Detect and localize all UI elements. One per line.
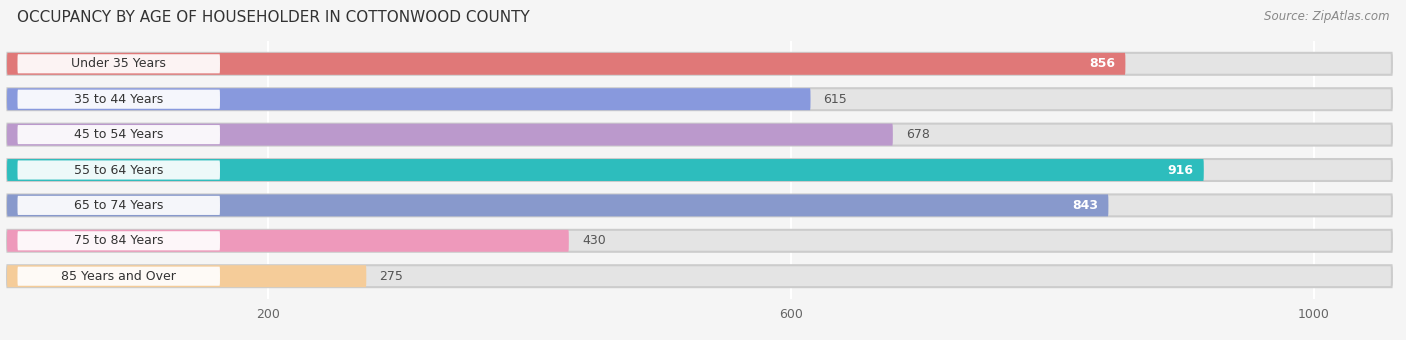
Text: 65 to 74 Years: 65 to 74 Years: [75, 199, 163, 212]
FancyBboxPatch shape: [17, 90, 219, 109]
Text: 275: 275: [380, 270, 404, 283]
Text: OCCUPANCY BY AGE OF HOUSEHOLDER IN COTTONWOOD COUNTY: OCCUPANCY BY AGE OF HOUSEHOLDER IN COTTO…: [17, 10, 530, 25]
FancyBboxPatch shape: [7, 230, 1392, 252]
FancyBboxPatch shape: [17, 54, 219, 73]
FancyBboxPatch shape: [7, 194, 1392, 216]
Text: 85 Years and Over: 85 Years and Over: [62, 270, 176, 283]
Text: 430: 430: [582, 234, 606, 247]
Text: 35 to 44 Years: 35 to 44 Years: [75, 93, 163, 106]
FancyBboxPatch shape: [7, 194, 1108, 216]
FancyBboxPatch shape: [7, 265, 1392, 287]
FancyBboxPatch shape: [7, 53, 1125, 75]
FancyBboxPatch shape: [7, 88, 810, 110]
Text: 678: 678: [905, 128, 929, 141]
Text: 856: 856: [1090, 57, 1115, 70]
FancyBboxPatch shape: [7, 124, 1392, 146]
FancyBboxPatch shape: [7, 265, 367, 287]
Text: 916: 916: [1167, 164, 1194, 176]
FancyBboxPatch shape: [7, 88, 1392, 110]
Text: Under 35 Years: Under 35 Years: [72, 57, 166, 70]
FancyBboxPatch shape: [17, 125, 219, 144]
Text: Source: ZipAtlas.com: Source: ZipAtlas.com: [1264, 10, 1389, 23]
Text: 75 to 84 Years: 75 to 84 Years: [75, 234, 163, 247]
Text: 45 to 54 Years: 45 to 54 Years: [75, 128, 163, 141]
FancyBboxPatch shape: [7, 124, 893, 146]
FancyBboxPatch shape: [17, 267, 219, 286]
FancyBboxPatch shape: [7, 159, 1392, 181]
FancyBboxPatch shape: [7, 159, 1204, 181]
Text: 615: 615: [824, 93, 848, 106]
FancyBboxPatch shape: [7, 230, 569, 252]
FancyBboxPatch shape: [17, 231, 219, 250]
FancyBboxPatch shape: [17, 196, 219, 215]
FancyBboxPatch shape: [17, 160, 219, 180]
FancyBboxPatch shape: [7, 53, 1392, 75]
Text: 843: 843: [1071, 199, 1098, 212]
Text: 55 to 64 Years: 55 to 64 Years: [75, 164, 163, 176]
